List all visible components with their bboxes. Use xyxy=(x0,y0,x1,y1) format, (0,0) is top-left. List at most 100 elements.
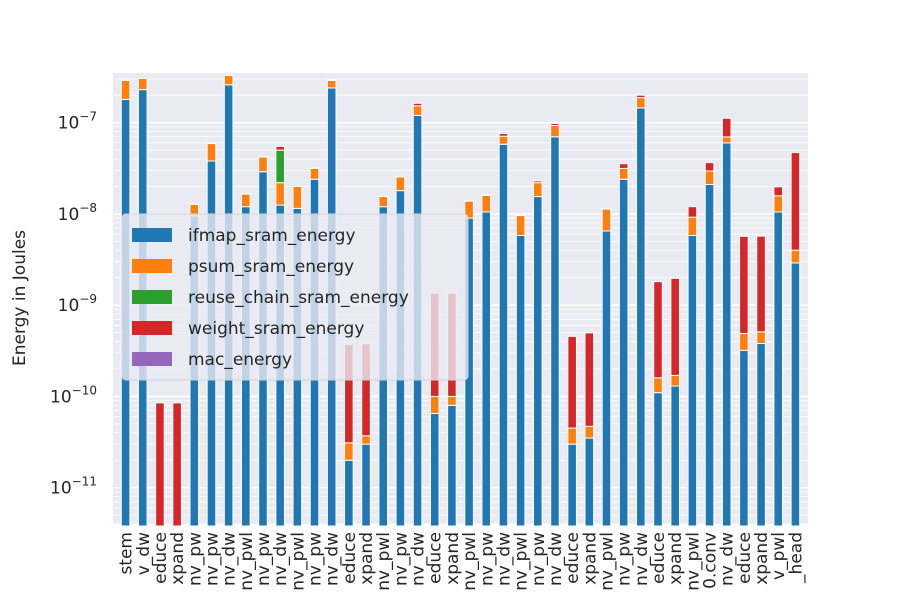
x-tick-label: nv_dw xyxy=(494,532,514,586)
x-tick-label: nv_pwl xyxy=(597,532,617,591)
x-tick-label: xpand xyxy=(666,532,686,585)
bar-segment-psum-sram-energy xyxy=(687,216,698,236)
bar-segment-weight-sram-energy xyxy=(550,122,560,127)
x-tick-label: educe xyxy=(735,532,755,584)
bar-segment-weight-sram-energy xyxy=(498,133,509,137)
bar-segment-weight-sram-energy xyxy=(636,94,646,99)
bar-segment-ifmap-sram-energy xyxy=(636,107,646,527)
x-tick-label: nv_pwl xyxy=(237,532,257,591)
bar-segment-weight-sram-energy xyxy=(773,186,784,197)
x-tick-label: nv_dw xyxy=(632,532,652,586)
legend-label: weight_sram_energy xyxy=(188,319,364,339)
bar-segment-psum-sram-energy xyxy=(532,182,543,198)
bar-segment-psum-sram-energy xyxy=(241,193,251,208)
bar-segment-psum-sram-energy xyxy=(756,331,766,345)
bar-segment-weight-sram-energy xyxy=(721,117,732,138)
x-tick-label: nv_pw xyxy=(391,532,411,586)
x-tick-label: educe xyxy=(649,532,669,584)
x-tick-label: _head xyxy=(786,532,806,584)
bar-segment-psum-sram-energy xyxy=(292,185,303,209)
x-tick-label: educe xyxy=(563,532,583,584)
x-tick-label: xpand xyxy=(168,532,188,585)
bar-segment-ifmap-sram-energy xyxy=(498,143,509,527)
bar-segment-ifmap-sram-energy xyxy=(756,343,766,527)
bar-segment-psum-sram-energy xyxy=(120,79,131,100)
y-tick-label: 10−8 xyxy=(58,201,97,225)
x-tick-label: nv_pw xyxy=(254,532,274,586)
x-tick-label: nv_dw xyxy=(323,532,343,586)
x-tick-label: 0.conv xyxy=(701,532,721,589)
y-tick-label: 10−7 xyxy=(58,110,97,134)
bar-segment-weight-sram-energy xyxy=(756,235,766,333)
bar-segment-weight-sram-energy xyxy=(653,281,663,379)
x-tick-label: v_dw xyxy=(134,532,154,575)
bar-segment-psum-sram-energy xyxy=(567,427,577,445)
bar-segment-weight-sram-energy xyxy=(618,163,629,169)
bar-segment-psum-sram-energy xyxy=(550,125,560,138)
bar-segment-psum-sram-energy xyxy=(481,194,492,213)
bar-segment-weight-sram-energy xyxy=(481,194,492,196)
x-tick-label: nv_pw xyxy=(615,532,635,586)
bar-segment-psum-sram-energy xyxy=(515,215,526,236)
bar-segment-psum-sram-energy xyxy=(670,374,680,387)
bar-segment-psum-sram-energy xyxy=(601,208,612,232)
legend: ifmap_sram_energy psum_sram_energy reuse_c… xyxy=(121,213,469,381)
bar-segment-ifmap-sram-energy xyxy=(790,262,801,527)
y-tick-label: 10−11 xyxy=(50,475,97,499)
bar-segment-ifmap-sram-energy xyxy=(361,443,371,527)
bar-segment-psum-sram-energy xyxy=(137,77,148,91)
bar-segment-psum-sram-energy xyxy=(326,79,337,89)
bar-segment-psum-sram-energy xyxy=(223,74,234,86)
x-tick-label: nv_pwl xyxy=(683,532,703,591)
x-tick-labels: stemv_dweducexpandnv_pwnv_pwnv_dwnv_pwln… xyxy=(117,532,807,591)
bar-segment-weight-sram-energy xyxy=(670,277,680,376)
legend-swatch xyxy=(132,290,172,304)
bar-segment-psum-sram-energy xyxy=(361,435,371,445)
x-tick-label: nv_dw xyxy=(220,532,240,586)
bar-segment-psum-sram-energy xyxy=(498,135,509,145)
y-axis-label: Energy in Joules xyxy=(10,230,30,366)
legend-swatch xyxy=(132,321,172,335)
bar-segment-psum-sram-energy xyxy=(258,156,268,173)
x-tick-label: nv_pw xyxy=(185,532,205,586)
bar-segment-ifmap-sram-energy xyxy=(618,178,629,527)
x-tick-label: xpand xyxy=(752,532,772,585)
bar-segment-psum-sram-energy xyxy=(378,196,389,208)
legend-swatch xyxy=(132,352,172,366)
bar-segment-ifmap-sram-energy xyxy=(721,142,732,527)
bar-segment-ifmap-sram-energy xyxy=(447,404,457,527)
bar-segment-weight-sram-energy xyxy=(790,152,801,251)
x-tick-label: nv_dw xyxy=(718,532,738,586)
x-tick-label: educe xyxy=(151,532,171,584)
x-tick-label: xpand xyxy=(443,532,463,585)
bar-segment-psum-sram-energy xyxy=(721,136,732,144)
x-tick-label: stem xyxy=(117,532,137,575)
bar-segment-psum-sram-energy xyxy=(790,249,801,264)
legend-label: psum_sram_energy xyxy=(188,257,354,277)
legend-label: mac_energy xyxy=(188,350,292,370)
bar-segment-ifmap-sram-energy xyxy=(550,136,560,527)
bar-segment-psum-sram-energy xyxy=(739,332,749,351)
bar-segment-ifmap-sram-energy xyxy=(739,349,749,527)
x-tick-label: educe xyxy=(340,532,360,584)
bar-segment-ifmap-sram-energy xyxy=(344,459,354,527)
legend-box xyxy=(121,213,469,381)
x-tick-label: nv_pwl xyxy=(374,532,394,591)
bar-segment-psum-sram-energy xyxy=(429,395,440,414)
x-tick-label: nv_pw xyxy=(529,532,549,586)
bar-segment-psum-sram-energy xyxy=(704,170,715,186)
bar-segment-ifmap-sram-energy xyxy=(670,385,680,527)
x-tick-label: nv_pw xyxy=(306,532,326,586)
x-tick-label: v_pwl xyxy=(769,532,789,580)
bar-segment-psum-sram-energy xyxy=(412,105,423,116)
bar-segment-ifmap-sram-energy xyxy=(532,196,543,527)
legend-swatch xyxy=(132,228,172,242)
bar-segment-psum-sram-energy xyxy=(618,167,629,180)
bar-segment-ifmap-sram-energy xyxy=(704,184,715,527)
bar-segment-weight-sram-energy xyxy=(172,402,182,527)
bar-segment-psum-sram-energy xyxy=(636,97,646,109)
bar-segment-weight-sram-energy xyxy=(687,206,698,218)
x-tick-label: nv_dw xyxy=(409,532,429,586)
bar-segment-psum-sram-energy xyxy=(447,395,457,406)
bar-segment-psum-sram-energy xyxy=(309,167,320,180)
